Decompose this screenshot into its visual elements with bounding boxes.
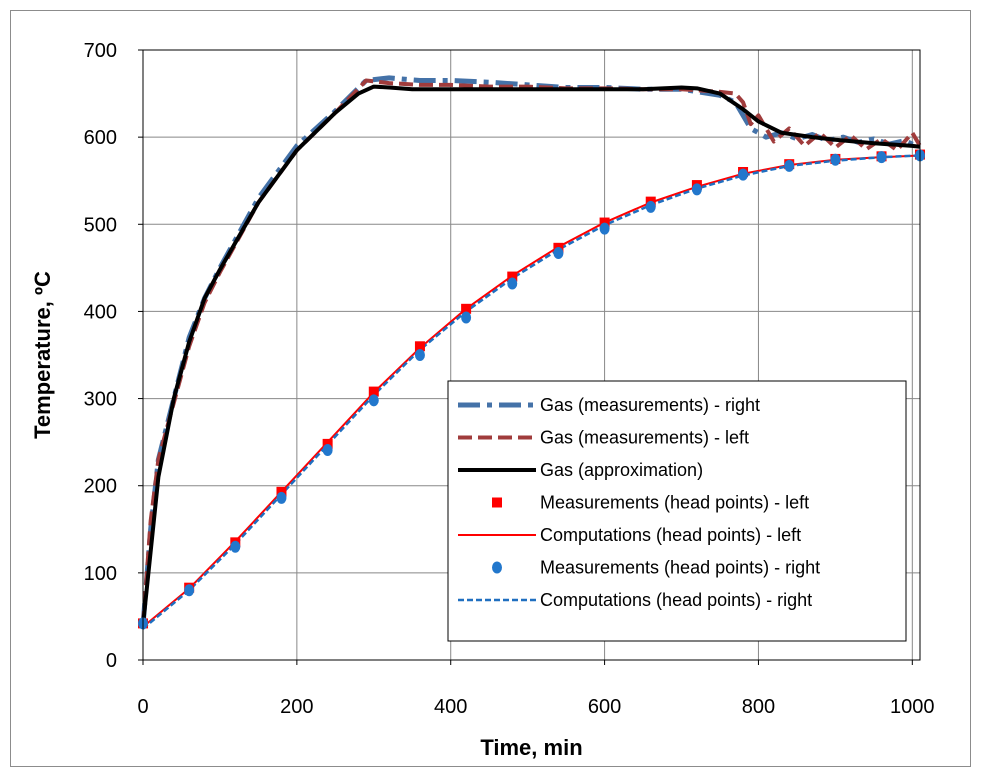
legend-item: Computations (head points) - left	[458, 525, 801, 545]
y-tick-label: 300	[84, 389, 117, 411]
y-tick-label: 400	[84, 301, 117, 323]
series-line	[142, 154, 921, 630]
y-tick-label: 100	[84, 563, 117, 585]
legend-label: Measurements (head points) - left	[540, 493, 809, 513]
data-point-square	[461, 303, 472, 314]
data-point-circle	[553, 247, 564, 260]
legend-swatch	[492, 561, 502, 574]
plot-series	[138, 75, 925, 630]
data-point-circle	[461, 311, 472, 324]
data-point-circle	[322, 443, 333, 456]
data-point-square	[507, 271, 518, 282]
y-tick-label: 600	[84, 127, 117, 149]
x-tick-label: 800	[742, 696, 775, 718]
legend-box	[447, 380, 907, 642]
legend-item: Measurements (head points) - right	[492, 558, 820, 578]
axis-ticks: 0 200 400 600 800 1000 0 100 200 300 400 500 600 700	[84, 40, 935, 718]
legend-label: Computations (head points) - right	[540, 590, 812, 610]
legend-swatch	[492, 497, 502, 508]
data-point-square	[368, 386, 379, 397]
legend-item: Gas (approximation)	[458, 460, 703, 480]
y-tick-label: 500	[84, 214, 117, 236]
legend-item: Gas (measurements) - left	[458, 428, 749, 448]
legend-item: Computations (head points) - right	[458, 590, 812, 610]
legend-label: Computations (head points) - left	[540, 525, 801, 545]
x-axis-title: Time, min	[480, 735, 582, 760]
data-point-circle	[368, 394, 379, 407]
data-point-circle	[830, 153, 841, 166]
data-point-circle	[414, 349, 425, 361]
x-tick-label: 1000	[890, 696, 935, 718]
series-5	[138, 149, 925, 630]
x-tick-label: 0	[137, 696, 148, 718]
data-point-circle	[876, 151, 887, 164]
y-axis-title: Temperature, ºC	[30, 271, 55, 439]
legend-label: Gas (measurements) - left	[540, 428, 749, 448]
series-2	[141, 84, 921, 626]
data-point-circle	[230, 540, 241, 553]
data-point-square	[322, 438, 333, 449]
data-point-circle	[784, 159, 795, 172]
data-point-square	[414, 341, 425, 352]
legend-label: Measurements (head points) - right	[540, 558, 820, 578]
series-line	[141, 84, 921, 626]
y-tick-label: 0	[106, 650, 117, 672]
legend: Gas (measurements) - right Gas (measureme…	[447, 380, 907, 642]
data-point-circle	[599, 222, 610, 235]
x-tick-label: 400	[434, 696, 467, 718]
series-6	[142, 154, 921, 630]
data-point-circle	[276, 491, 287, 504]
data-point-circle	[645, 200, 656, 213]
legend-label: Gas (approximation)	[540, 460, 703, 480]
data-point-circle	[507, 277, 518, 290]
legend-item: Gas (measurements) - right	[458, 395, 760, 415]
x-tick-label: 600	[588, 696, 621, 718]
data-point-circle	[691, 183, 702, 196]
data-point-circle	[184, 584, 195, 597]
data-point-circle	[738, 168, 749, 181]
y-tick-label: 200	[84, 476, 117, 498]
legend-item: Measurements (head points) - left	[492, 493, 809, 513]
x-tick-label: 200	[280, 696, 313, 718]
y-tick-label: 700	[84, 40, 117, 62]
legend-label: Gas (measurements) - right	[540, 395, 760, 415]
data-point-square	[276, 486, 287, 497]
plot-area-border	[142, 49, 921, 661]
data-point-square	[599, 217, 610, 228]
